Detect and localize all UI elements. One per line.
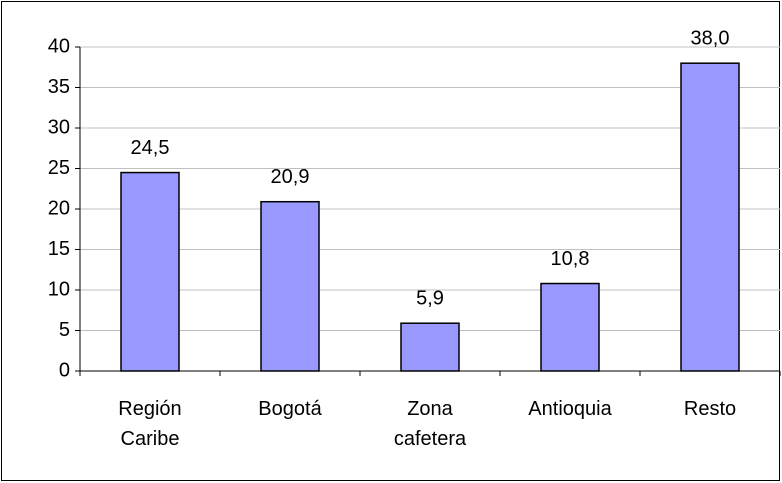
bar [540,282,600,372]
x-tick-label-line: Resto [684,398,736,420]
x-tick-label-line: Zona [407,398,453,420]
x-tick-label-line: cafetera [394,428,467,450]
y-tick-label: 30 [48,116,70,138]
x-tick-label-line: Región [118,398,181,420]
x-tick-label: Resto [684,398,736,420]
x-tick-label-line: Antioquia [528,398,612,420]
y-tick-label: 10 [48,278,70,300]
bar [260,200,320,372]
x-tick-label: Zona cafetera [394,398,467,450]
bar [680,62,740,372]
x-tick-label: Bogotá [258,398,322,420]
x-tick-label: Antioquia [528,398,612,420]
value-label: 10,8 [551,248,590,270]
value-label: 5,9 [416,287,444,309]
value-label: 24,5 [131,137,170,159]
y-tick-label: 35 [48,76,70,98]
x-tick-label: Región Caribe [118,398,181,450]
x-tick-label-line: Bogotá [258,398,322,420]
value-label: 20,9 [271,166,310,188]
y-tick-label: 20 [48,197,70,219]
y-tick-label: 5 [59,319,70,341]
bar [400,322,460,372]
bar [120,171,180,372]
y-tick-label: 40 [48,35,70,57]
y-tick-label: 15 [48,238,70,260]
x-tick-label-line: Caribe [121,428,180,450]
value-label: 38,0 [691,27,730,49]
y-tick-label: 0 [59,359,70,381]
y-tick-label: 25 [48,157,70,179]
